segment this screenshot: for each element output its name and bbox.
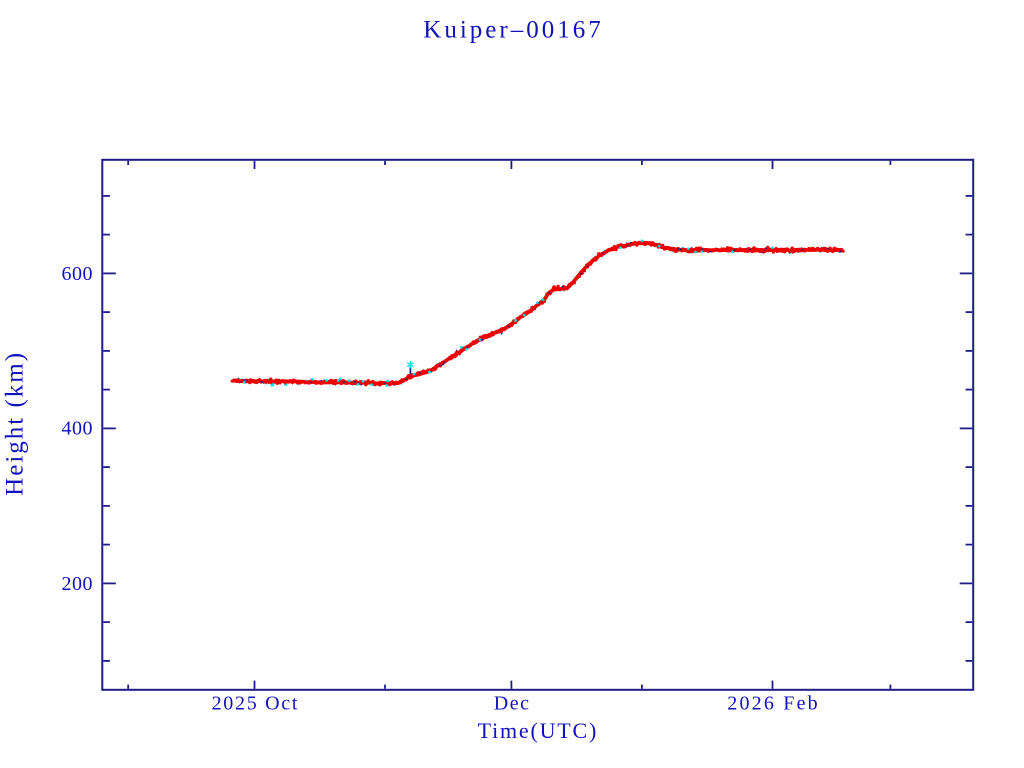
svg-text:Kuiper–00167: Kuiper–00167 (423, 17, 603, 44)
svg-text:2026 Feb: 2026 Feb (727, 693, 820, 715)
svg-text:600: 600 (62, 263, 94, 285)
svg-text:200: 200 (62, 573, 94, 595)
svg-text:Dec: Dec (494, 693, 531, 715)
svg-text:Time(UTC): Time(UTC) (478, 718, 599, 743)
svg-text:400: 400 (62, 418, 94, 440)
svg-text:2025 Oct: 2025 Oct (212, 693, 299, 715)
svg-text:Height (km): Height (km) (2, 351, 29, 496)
